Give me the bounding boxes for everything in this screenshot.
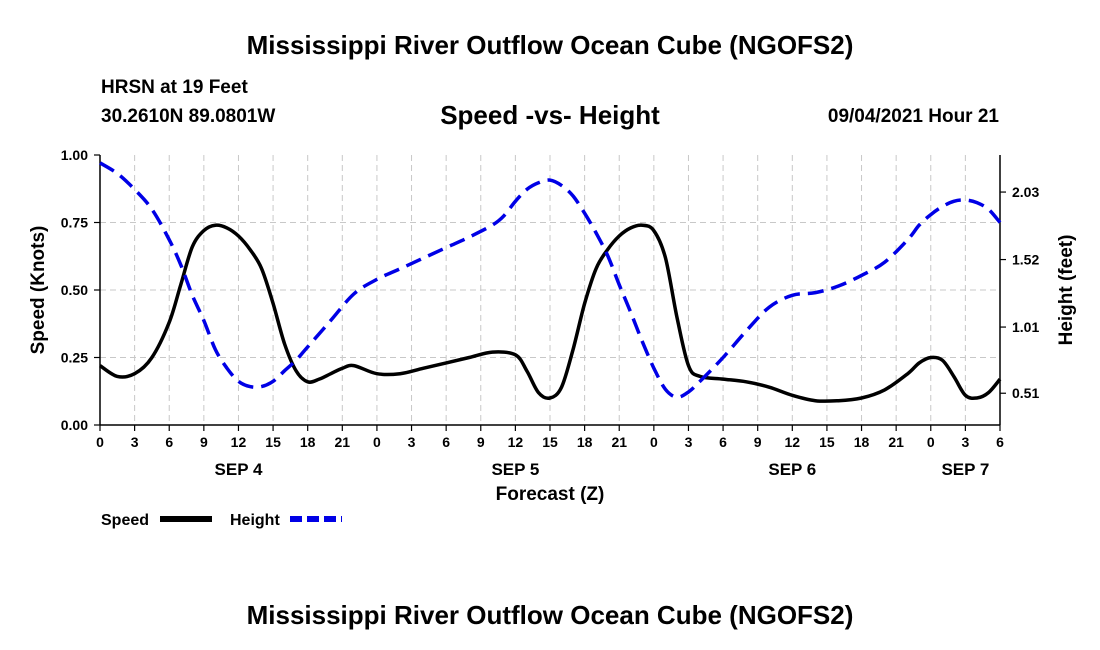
y2-tick-label: 1.01: [1012, 319, 1039, 335]
y-tick-label: 0.75: [61, 215, 88, 231]
x-tick-label: 21: [335, 434, 351, 450]
x-tick-label: 18: [854, 434, 870, 450]
y-tick-label: 0.25: [61, 350, 88, 366]
x-tick-label: 0: [96, 434, 104, 450]
x-tick-label: 15: [819, 434, 835, 450]
x-tick-label: 21: [611, 434, 627, 450]
x-axis-title: Forecast (Z): [496, 484, 605, 505]
x-tick-label: 12: [508, 434, 524, 450]
date-label: SEP 5: [491, 460, 539, 479]
coordinates-label: 30.2610N 89.0801W: [101, 106, 276, 127]
x-tick-label: 15: [265, 434, 281, 450]
y2-axis-title: Height (feet): [1056, 235, 1077, 346]
x-tick-label: 6: [996, 434, 1004, 450]
date-label: SEP 4: [215, 460, 263, 479]
series-line-speed: [99, 223, 1002, 403]
series-lines: [99, 161, 1002, 403]
grid-lines: [100, 155, 1000, 425]
x-tick-label: 6: [165, 434, 173, 450]
x-tick-label: 12: [231, 434, 247, 450]
x-tick-label: 3: [408, 434, 416, 450]
x-tick-label: 18: [577, 434, 593, 450]
x-tick-label: 9: [754, 434, 762, 450]
y-axis-title: Speed (Knots): [28, 226, 49, 355]
chart-title-top: Mississippi River Outflow Ocean Cube (NG…: [246, 30, 854, 60]
station-label: HRSN at 19 Feet: [101, 77, 248, 98]
y-tick-label: 0.00: [61, 417, 88, 433]
chart-title-bottom: Mississippi River Outflow Ocean Cube (NG…: [246, 600, 854, 630]
x-tick-label: 0: [927, 434, 935, 450]
x-tick-label: 9: [200, 434, 208, 450]
y2-tick-label: 1.52: [1012, 252, 1039, 268]
y2-tick-label: 2.03: [1012, 184, 1039, 200]
x-tick-label: 15: [542, 434, 558, 450]
x-tick-label: 6: [442, 434, 450, 450]
legend-label-height: Height: [230, 512, 280, 529]
y-tick-label: 1.00: [61, 147, 88, 163]
y2-tick-label: 0.51: [1012, 385, 1039, 401]
x-tick-label: 12: [785, 434, 801, 450]
x-tick-label: 18: [300, 434, 316, 450]
x-tick-label: 0: [373, 434, 381, 450]
legend-label-speed: Speed: [101, 512, 149, 529]
chart-subtitle: Speed -vs- Height: [440, 100, 660, 130]
legend: Speed Height: [101, 512, 342, 529]
date-label: SEP 6: [768, 460, 816, 479]
x-tick-label: 0: [650, 434, 658, 450]
x-tick-label: 21: [888, 434, 904, 450]
x-tick-label: 9: [477, 434, 485, 450]
axis-labels: 0 3 6 9 12 15 18 21 0 3 6 9 12 15 18 21 0 3 6 9 12 15 18 21 0 3 6 0…: [28, 147, 1077, 505]
y-tick-label: 0.50: [61, 282, 88, 298]
x-tick-label: 6: [719, 434, 727, 450]
x-tick-label: 3: [685, 434, 693, 450]
date-label: SEP 7: [941, 460, 989, 479]
forecast-datetime: 09/04/2021 Hour 21: [827, 106, 999, 127]
series-line-height: [99, 161, 1002, 399]
x-tick-label: 3: [961, 434, 969, 450]
x-tick-label: 3: [131, 434, 139, 450]
